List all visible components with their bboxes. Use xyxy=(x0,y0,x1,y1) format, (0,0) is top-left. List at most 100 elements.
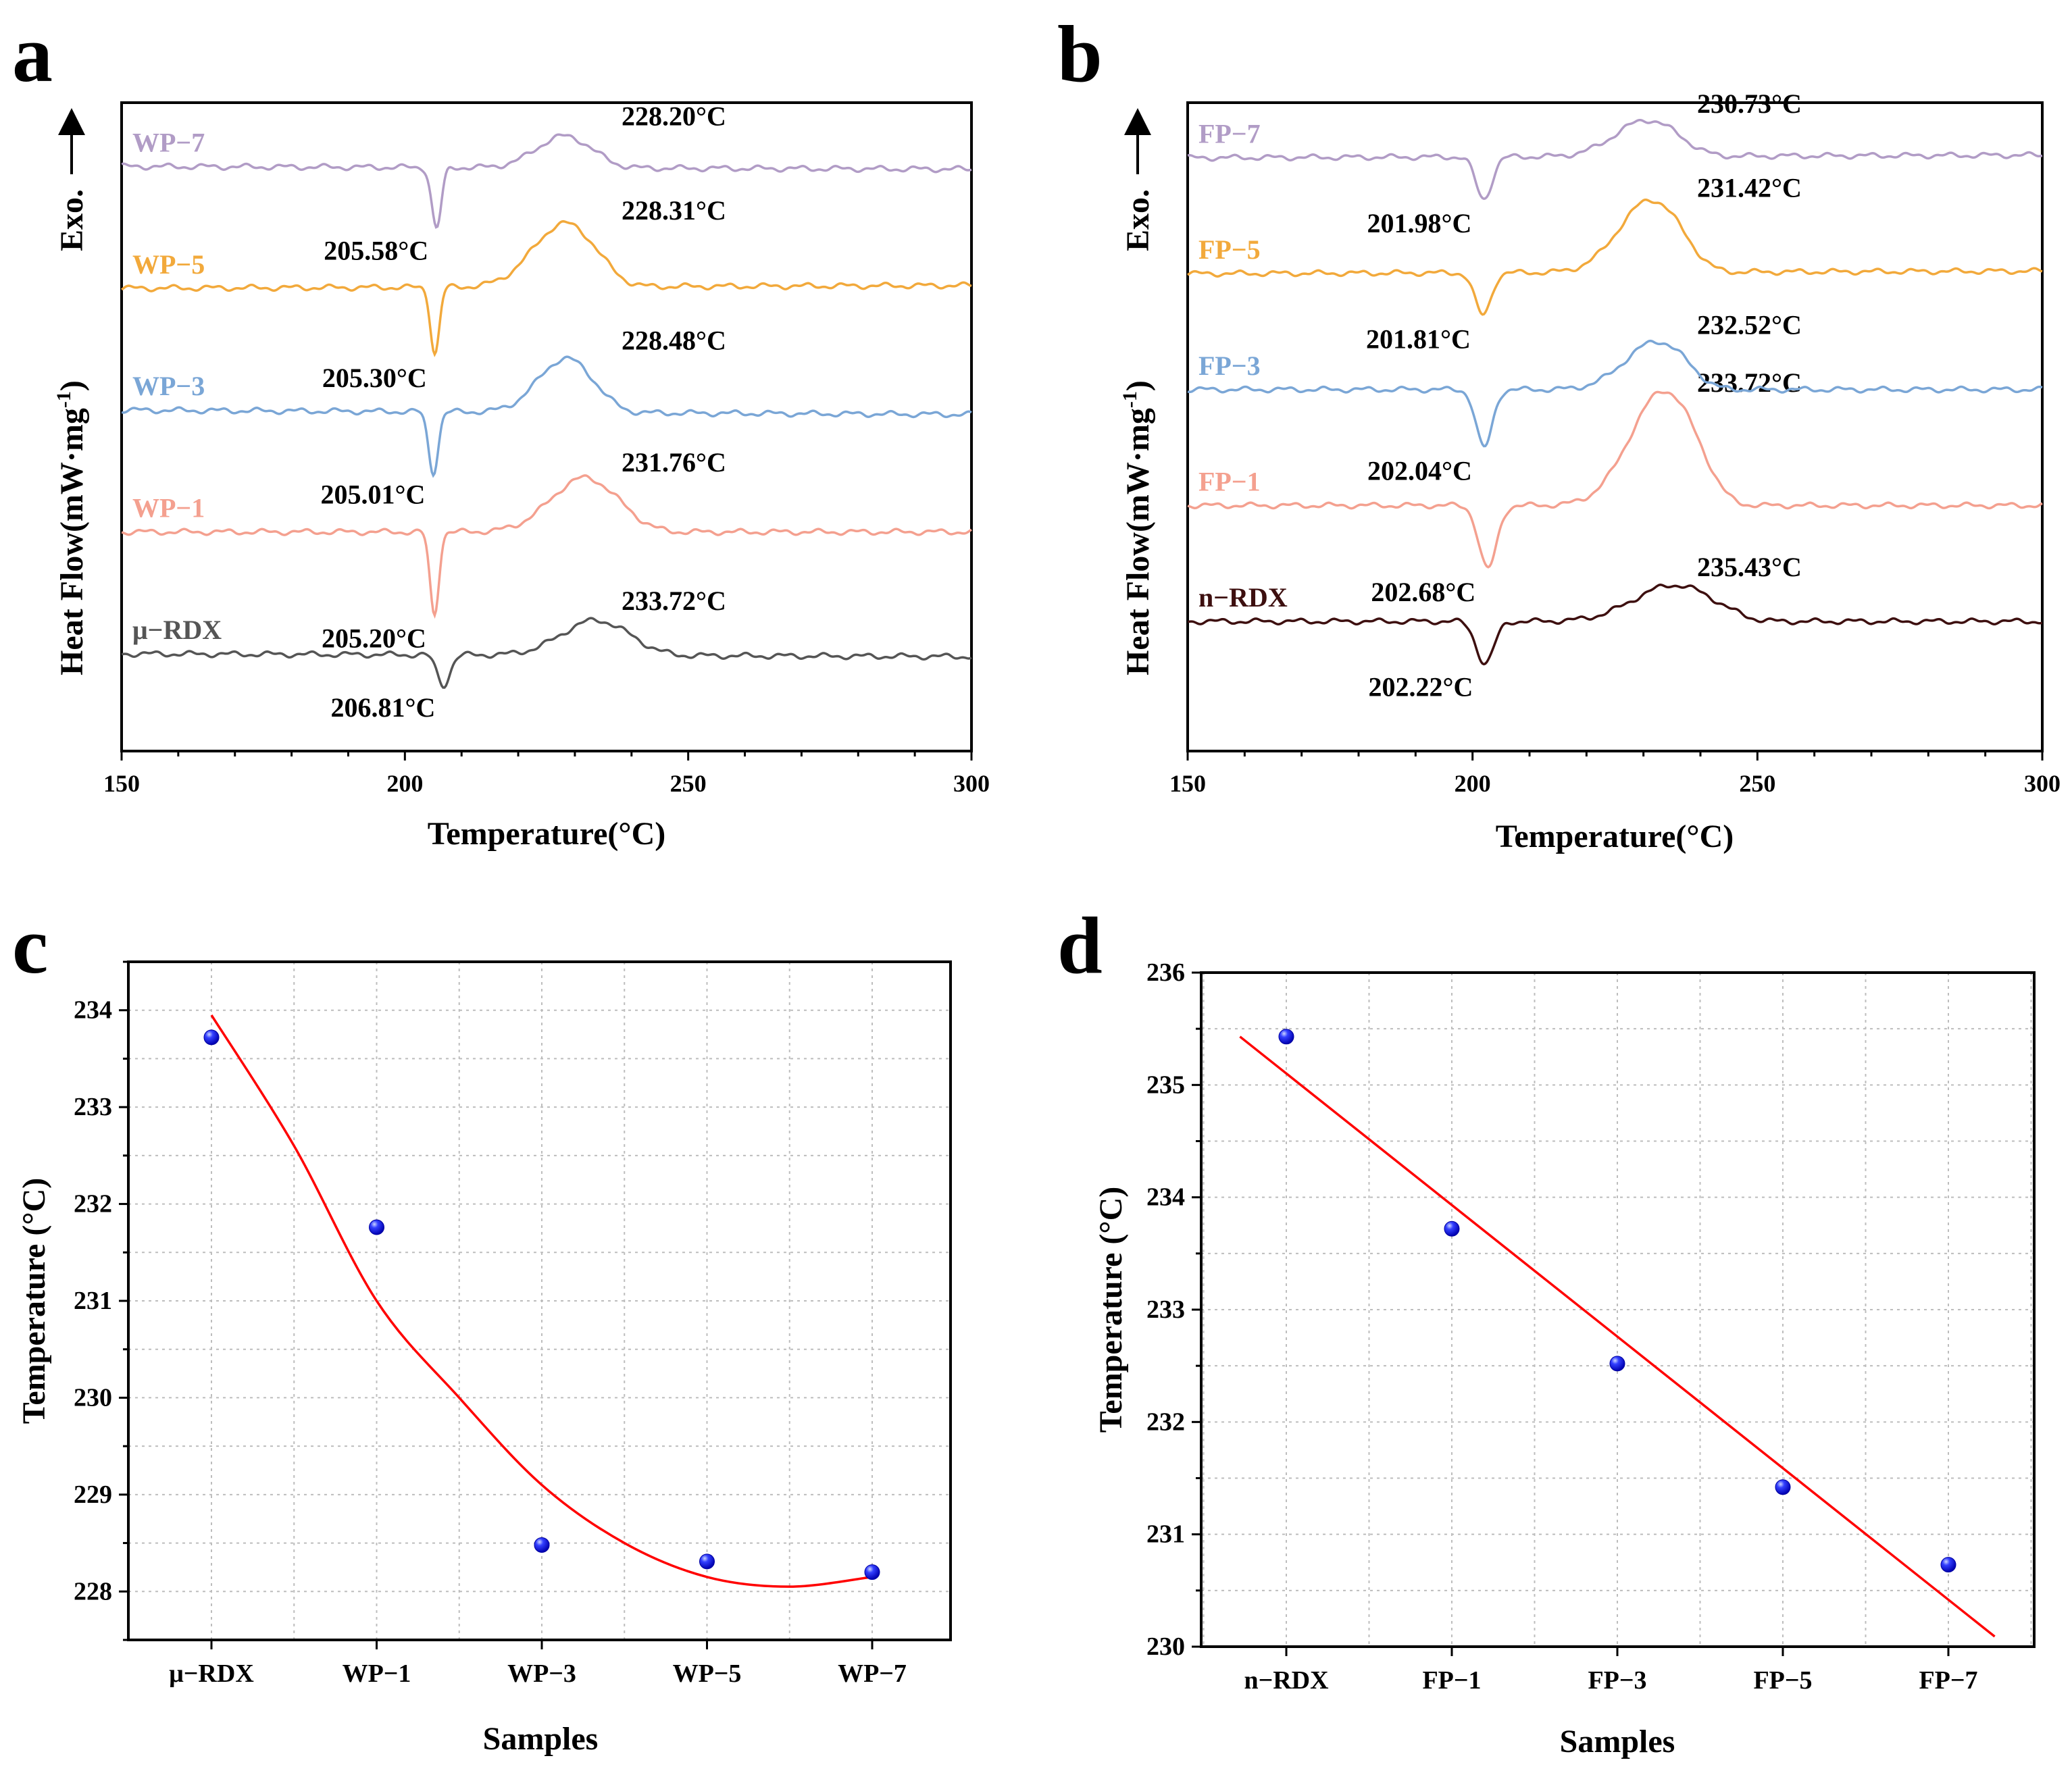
x-tick-label: 200 xyxy=(1455,770,1491,797)
series-label: WP−5 xyxy=(132,249,205,280)
peak-temperature-chart-wp: 228 229 230 231 232 233 234 μ−RDX WP−1 WP−3 WP−5 W… xyxy=(16,960,952,1757)
plot-frame xyxy=(120,101,973,752)
dsc-curves: μ−RDX 206.81°C 233.72°C WP−1 205.20°C 231.76°… xyxy=(121,101,972,723)
x-tick-label: 300 xyxy=(2024,770,2061,797)
x-axis-ticks: 150 200 250 300 xyxy=(103,751,990,797)
dsc-curve-wp-5 xyxy=(121,220,972,357)
exotherm-peak-label: 233.72°C xyxy=(622,586,726,616)
panel-letter-b: b xyxy=(1057,9,1103,99)
plot-frame xyxy=(1186,101,2044,752)
endotherm-peak-label: 206.81°C xyxy=(331,692,436,723)
dsc-curves: n−RDX202.22°C235.43°CFP−1202.68°C233.72°… xyxy=(1187,88,2043,702)
dsc-curve-fp-5 xyxy=(1187,199,2043,316)
data-point xyxy=(1278,1029,1294,1045)
panel-letter-a: a xyxy=(12,9,53,99)
svg-text:Exo.: Exo. xyxy=(54,189,90,251)
svg-text:Heat Flow(mW·mg-1): Heat Flow(mW·mg-1) xyxy=(53,380,90,675)
y-tick-label: 228 xyxy=(74,1577,112,1605)
y-tick-label: 232 xyxy=(1146,1408,1185,1436)
dsc-curve-n-rdx xyxy=(1187,584,2043,666)
exotherm-peak-label: 231.42°C xyxy=(1697,173,1802,203)
y-tick-label: 235 xyxy=(1146,1071,1185,1099)
series-label: FP−7 xyxy=(1198,119,1261,149)
x-category-label: FP−5 xyxy=(1753,1666,1812,1695)
exotherm-peak-label: 228.31°C xyxy=(622,195,726,226)
y-tick-label: 232 xyxy=(74,1190,112,1218)
peak-temperature-chart-fp: 230 231 232 233 234 235 236 n−RDX FP−1 FP−3 FP−5 F… xyxy=(1093,958,2036,1759)
x-category-label: μ−RDX xyxy=(169,1660,254,1688)
exo-indicator: Exo. xyxy=(54,108,90,251)
y-tick-label: 233 xyxy=(1146,1295,1185,1324)
y-tick-label: 229 xyxy=(74,1481,112,1509)
y-tick-label: 231 xyxy=(1146,1520,1185,1549)
data-point xyxy=(699,1553,715,1570)
data-points xyxy=(203,1029,880,1580)
plot-frame xyxy=(1200,971,2036,1648)
exotherm-peak-label: 230.73°C xyxy=(1697,88,1802,119)
x-category-label: n−RDX xyxy=(1244,1666,1328,1695)
y-axis-title: Heat Flow(mW·mg-1) xyxy=(1119,380,1156,675)
data-point xyxy=(1609,1356,1625,1372)
exo-indicator: Exo. xyxy=(1120,108,1156,251)
endotherm-peak-label: 202.22°C xyxy=(1368,671,1473,702)
x-tick-label: 150 xyxy=(1169,770,1206,797)
data-point xyxy=(1775,1479,1791,1495)
exotherm-peak-label: 231.76°C xyxy=(622,447,726,478)
fit-curve xyxy=(210,1014,873,1588)
x-axis-ticks: 150 200 250 300 xyxy=(1169,751,2061,797)
endotherm-peak-label: 205.58°C xyxy=(324,236,428,266)
x-axis-categories: μ−RDX WP−1 WP−3 WP−5 WP−7 xyxy=(169,1640,907,1688)
x-category-label: WP−7 xyxy=(838,1660,907,1688)
exotherm-peak-label: 228.48°C xyxy=(622,326,726,356)
y-axis-title: Temperature (°C) xyxy=(1093,1187,1129,1433)
y-tick-label: 234 xyxy=(74,996,112,1025)
y-axis-title: Heat Flow(mW·mg-1) xyxy=(53,380,90,675)
x-tick-label: 300 xyxy=(953,770,990,797)
endotherm-peak-label: 201.81°C xyxy=(1366,324,1471,355)
y-tick-label: 234 xyxy=(1146,1183,1185,1212)
x-tick-label: 150 xyxy=(103,770,140,797)
endotherm-peak-label: 205.20°C xyxy=(322,623,426,654)
dsc-curve-wp-3 xyxy=(121,355,972,478)
data-point xyxy=(864,1564,880,1580)
x-tick-label: 250 xyxy=(670,770,707,797)
x-axis-title: Temperature(°C) xyxy=(428,816,665,852)
svg-text:Exo.: Exo. xyxy=(1120,189,1156,251)
x-tick-label: 200 xyxy=(386,770,423,797)
y-axis-ticks: 228 229 230 231 232 233 234 xyxy=(74,960,128,1641)
dsc-curve-fp-3 xyxy=(1187,339,2043,448)
dsc-curve-wp-7 xyxy=(121,133,972,229)
endotherm-peak-label: 202.68°C xyxy=(1371,577,1475,607)
x-axis-title: Samples xyxy=(1560,1724,1675,1759)
endotherm-peak-label: 205.01°C xyxy=(320,479,425,509)
y-axis-ticks: 230 231 232 233 234 235 236 xyxy=(1146,958,1201,1661)
grid xyxy=(1201,972,2034,1647)
y-axis-title: Temperature (°C) xyxy=(16,1178,52,1424)
fit-line xyxy=(1239,1035,1996,1638)
fit-line-path xyxy=(1239,1035,1996,1638)
dsc-curve-fp-1 xyxy=(1187,390,2043,569)
y-tick-label: 236 xyxy=(1146,958,1185,987)
panel-letter-d: d xyxy=(1057,900,1103,990)
panel-letter-c: c xyxy=(12,900,48,990)
x-category-label: WP−3 xyxy=(507,1660,576,1688)
data-points xyxy=(1278,1029,1956,1573)
x-category-label: FP−1 xyxy=(1422,1666,1481,1695)
series-label: WP−1 xyxy=(132,493,205,523)
dsc-curve-fp-7 xyxy=(1187,118,2043,201)
x-axis-title: Temperature(°C) xyxy=(1496,819,1734,854)
y-tick-label: 233 xyxy=(74,1093,112,1121)
series-label: FP−5 xyxy=(1198,234,1261,265)
series-label: μ−RDX xyxy=(132,615,222,645)
data-point xyxy=(534,1537,550,1553)
series-label: FP−3 xyxy=(1198,351,1261,381)
endotherm-peak-label: 201.98°C xyxy=(1367,208,1471,238)
y-tick-label: 230 xyxy=(74,1383,112,1412)
svg-text:Heat Flow(mW·mg-1): Heat Flow(mW·mg-1) xyxy=(1119,380,1156,675)
dsc-curve--rdx xyxy=(121,617,972,689)
x-tick-label: 250 xyxy=(1739,770,1775,797)
data-point xyxy=(203,1029,220,1046)
dsc-chart-fp: n−RDX202.22°C235.43°CFP−1202.68°C233.72°… xyxy=(1119,88,2061,854)
dsc-curve-wp-1 xyxy=(121,474,972,619)
